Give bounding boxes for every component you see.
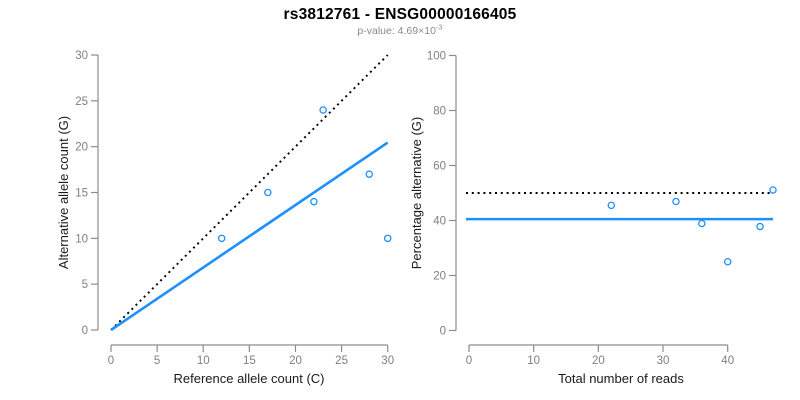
y-tick-label: 20 (75, 142, 88, 154)
x-tick-label: 0 (108, 355, 114, 367)
figure-subtitle: p-value: 4.69×10-3 (0, 22, 800, 37)
data-point (672, 197, 680, 206)
pvalue-text: p-value: 4.69×10 (357, 25, 436, 37)
x-axis-title: Total number of reads (558, 371, 684, 386)
y-tick-label: 0 (82, 325, 88, 337)
y-tick-label: 15 (75, 187, 88, 199)
y-tick-label: 20 (433, 271, 446, 283)
data-point (756, 222, 764, 231)
x-tick-label: 10 (527, 355, 540, 367)
x-tick-label: 15 (243, 355, 256, 367)
y-tick-label: 60 (433, 161, 446, 173)
figure-title: rs3812761 - ENSG00000166405 (283, 6, 517, 23)
x-tick-label: 40 (721, 355, 734, 367)
y-tick-label: 25 (75, 96, 88, 108)
x-tick-label: 30 (657, 355, 670, 367)
y-axis-title: Alternative allele count (G) (56, 116, 71, 269)
x-tick-label: 20 (592, 355, 605, 367)
data-point (383, 234, 392, 243)
y-axis-title: Percentage alternative (G) (409, 117, 424, 269)
data-point (723, 257, 732, 266)
y-tick-label: 80 (433, 106, 446, 118)
identity-line (110, 54, 389, 331)
y-tick-label: 30 (75, 50, 88, 62)
y-tick-label: 5 (82, 279, 88, 291)
y-tick-label: 40 (433, 216, 446, 228)
y-tick-label: 100 (427, 51, 446, 63)
x-tick-label: 10 (197, 355, 210, 367)
x-tick-label: 5 (154, 355, 160, 367)
x-tick-label: 25 (335, 355, 348, 367)
data-point (264, 188, 272, 197)
x-axis-title: Reference allele count (C) (173, 371, 324, 386)
y-tick-label: 10 (75, 233, 88, 245)
right-panel: 0 20 40 60 80 100 0 10 20 30 40 Total number of rea… (409, 51, 777, 386)
data-point (365, 170, 374, 178)
data-point (698, 219, 706, 228)
left-panel: 0 5 10 15 20 25 30 0 5 10 15 20 25 30 Reference allele… (56, 50, 394, 386)
pvalue-exponent: -3 (435, 22, 443, 32)
x-tick-label: 0 (466, 355, 472, 367)
data-point (217, 234, 226, 243)
fit-line (110, 141, 389, 332)
data-point (310, 197, 318, 206)
data-point (769, 186, 777, 194)
x-tick-label: 20 (289, 355, 302, 367)
data-point (607, 201, 616, 210)
data-point (319, 106, 327, 114)
y-tick-label: 0 (440, 326, 446, 338)
x-tick-label: 30 (381, 355, 394, 367)
